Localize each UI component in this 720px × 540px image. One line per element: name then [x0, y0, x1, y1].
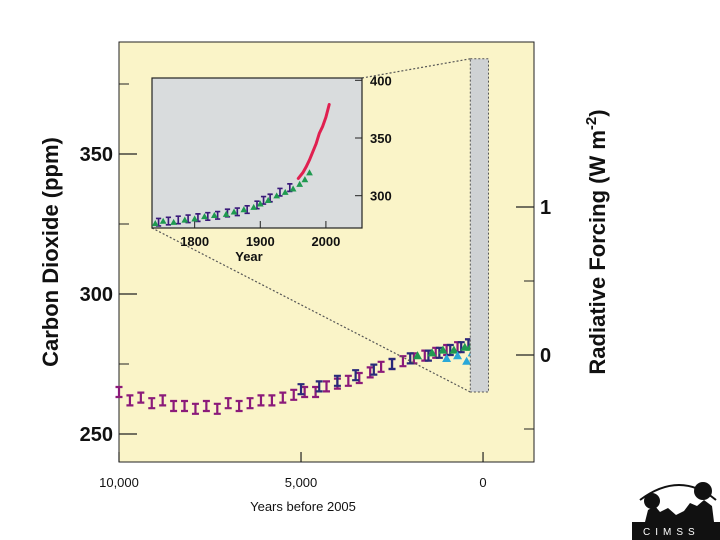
data-point — [215, 210, 221, 220]
x-tick-label: 0 — [479, 475, 486, 490]
x-tick-label: 10,000 — [99, 475, 139, 490]
series-inset-green — [151, 169, 313, 227]
logo-silhouette — [632, 500, 720, 540]
data-point — [165, 216, 172, 226]
data-point — [256, 200, 264, 207]
inset-x-tick-label: 1900 — [246, 234, 275, 249]
data-point — [264, 196, 272, 204]
y-tick-label: 250 — [80, 424, 113, 446]
data-line — [296, 103, 331, 180]
series-inset-red — [296, 103, 331, 180]
data-point — [377, 360, 385, 373]
data-point — [213, 402, 221, 415]
data-point — [230, 208, 238, 215]
data-point — [235, 399, 243, 413]
data-point — [289, 185, 297, 192]
data-point — [438, 345, 448, 354]
data-point — [333, 374, 341, 387]
data-point — [181, 216, 189, 223]
data-point — [399, 355, 407, 368]
data-point — [323, 380, 330, 393]
data-point — [202, 399, 210, 413]
data-point — [442, 353, 452, 362]
y2-tick-label: 0 — [540, 345, 551, 367]
data-point — [159, 217, 167, 224]
data-point — [240, 206, 248, 213]
data-point — [244, 204, 250, 215]
inset-x-tick-label: 1800 — [180, 234, 209, 249]
y-tick-label: 350 — [80, 144, 113, 166]
data-point — [413, 351, 423, 360]
data-point — [355, 371, 363, 385]
inset-y-tick-label: 300 — [370, 189, 392, 204]
data-point — [257, 394, 265, 407]
data-point — [301, 385, 309, 399]
data-point — [427, 348, 437, 357]
inset-x-axis-title: Year — [235, 249, 262, 264]
data-point — [210, 211, 218, 219]
logo-dish-left — [644, 493, 660, 509]
cimss-logo: CIMSS — [632, 482, 720, 540]
data-point — [462, 356, 472, 365]
data-point — [290, 388, 298, 401]
data-point — [175, 215, 181, 225]
data-point — [246, 397, 254, 410]
data-point — [388, 357, 396, 371]
logo-text: CIMSS — [643, 527, 700, 538]
data-point — [281, 188, 289, 195]
data-point — [250, 203, 258, 210]
data-point — [296, 180, 304, 187]
data-point — [370, 363, 378, 376]
data-point — [268, 394, 276, 407]
data-point — [224, 397, 232, 410]
y2-tick-label: 1 — [540, 197, 551, 219]
data-point — [170, 399, 178, 413]
data-point — [159, 394, 167, 407]
data-point — [315, 380, 323, 393]
data-point — [273, 192, 281, 199]
data-point — [181, 399, 189, 413]
data-point — [449, 345, 459, 354]
inset-x-tick-label: 2000 — [311, 234, 340, 249]
data-point — [148, 397, 156, 410]
y2-axis-title: Radiative Forcing (W m-2) — [583, 109, 610, 374]
y-axis-title: Carbon Dioxide (ppm) — [38, 137, 63, 367]
data-point — [352, 369, 360, 382]
data-point — [191, 402, 199, 415]
data-point — [279, 391, 287, 404]
data-point — [137, 391, 145, 404]
data-point — [115, 385, 123, 399]
inset-y-tick-label: 350 — [370, 131, 392, 146]
inset-y-tick-label: 400 — [370, 73, 392, 88]
data-point — [201, 213, 208, 220]
data-point — [301, 176, 309, 183]
y-tick-label: 300 — [80, 284, 113, 306]
data-point — [234, 207, 240, 217]
data-point — [344, 374, 352, 387]
data-point — [406, 352, 414, 365]
data-point — [297, 383, 305, 396]
data-point — [453, 351, 463, 360]
data-point — [222, 210, 230, 217]
zoom-window — [469, 58, 489, 393]
data-point — [191, 215, 199, 222]
data-point — [170, 218, 178, 225]
data-point — [126, 394, 134, 407]
x-axis-title: Years before 2005 — [250, 499, 356, 514]
data-point — [205, 211, 211, 222]
logo-dish-right — [694, 482, 712, 500]
x-tick-label: 5,000 — [285, 475, 318, 490]
data-point — [366, 366, 374, 379]
data-point — [151, 220, 159, 227]
data-point — [306, 169, 313, 176]
data-point — [312, 385, 320, 399]
